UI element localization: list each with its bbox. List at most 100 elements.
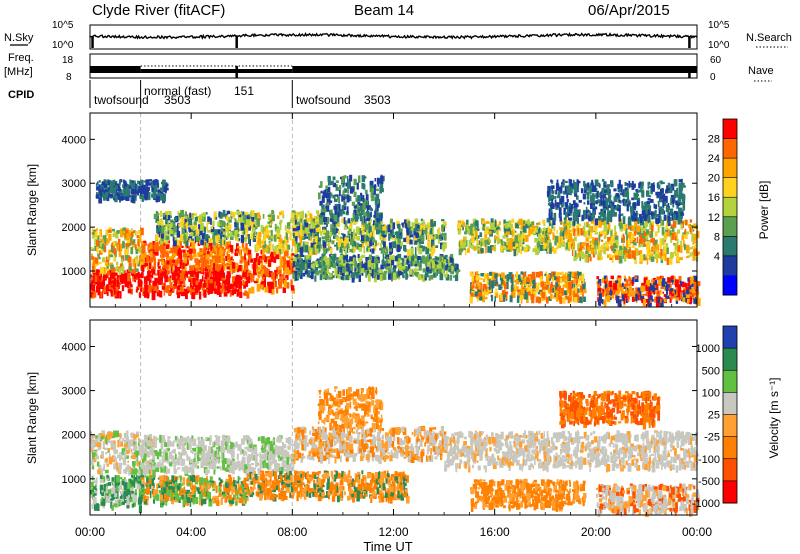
power-cell — [590, 247, 595, 255]
power-cell — [522, 230, 526, 239]
power-cell — [653, 285, 656, 292]
power-cell — [379, 232, 382, 240]
power-cell — [161, 236, 164, 241]
power-cell — [267, 256, 271, 259]
power-cell — [415, 265, 417, 268]
power-cell — [337, 264, 342, 268]
power-cell — [279, 223, 282, 230]
power-cell — [245, 233, 249, 240]
power-cell — [244, 228, 247, 234]
power-cell — [628, 244, 630, 249]
power-cell — [425, 263, 429, 268]
power-cell — [177, 231, 181, 238]
power-cell — [346, 254, 349, 263]
power-cell — [197, 236, 201, 241]
power-cell — [691, 289, 696, 294]
power-cell — [597, 254, 601, 261]
power-cell — [413, 270, 416, 275]
power-cell — [483, 273, 487, 279]
power-cell — [642, 299, 646, 307]
power-cell — [516, 286, 519, 291]
power-cell — [357, 263, 360, 269]
power-cell — [441, 219, 445, 222]
power-cell — [568, 282, 572, 290]
power-cell — [372, 244, 377, 251]
power-cell — [157, 229, 161, 237]
power-cell — [314, 275, 317, 282]
power-cell — [582, 281, 586, 290]
power-cell — [598, 284, 601, 292]
power-cell — [464, 231, 467, 235]
power-cell — [600, 191, 603, 199]
power-cell — [279, 238, 283, 247]
power-cell — [334, 267, 338, 276]
power-cell — [385, 263, 388, 270]
power-cell — [166, 228, 171, 231]
power-cell — [181, 285, 184, 291]
power-cell — [318, 227, 321, 233]
power-cell — [337, 258, 341, 264]
power-cell — [574, 236, 577, 242]
power-cell — [289, 220, 292, 223]
power-cell — [253, 222, 255, 226]
power-cell — [686, 244, 690, 253]
power-cell — [670, 252, 674, 259]
power-cell — [322, 267, 327, 274]
power-cell — [683, 232, 688, 239]
power-cell — [244, 237, 247, 243]
power-cell — [441, 233, 446, 236]
power-cell — [425, 228, 428, 236]
power-cell — [347, 266, 352, 272]
power-cell — [548, 242, 552, 249]
power-cell — [261, 274, 266, 277]
power-cell — [304, 222, 309, 228]
power-cell — [520, 248, 523, 255]
power-cell — [221, 252, 226, 256]
power-cell — [119, 274, 122, 279]
power-cell — [439, 233, 442, 240]
power-cell — [484, 228, 489, 235]
power-cell — [660, 289, 662, 295]
power-cell — [226, 262, 229, 266]
power-cell — [666, 284, 670, 288]
power-cell — [353, 191, 357, 198]
power-cell — [221, 246, 225, 250]
power-cell — [90, 286, 95, 290]
power-cell — [559, 272, 562, 275]
power-cell — [614, 235, 619, 244]
power-cell — [544, 282, 546, 287]
power-cell — [414, 254, 418, 261]
power-cell — [648, 286, 653, 291]
power-cell — [343, 269, 346, 273]
power-cell — [523, 220, 526, 225]
power-cell — [567, 223, 571, 226]
power-cell — [315, 270, 320, 276]
power-cell — [398, 245, 402, 249]
power-cell — [115, 266, 119, 272]
power-cell — [212, 270, 216, 276]
power-cell — [286, 249, 289, 256]
power-cell — [432, 221, 436, 227]
power-cell — [352, 233, 356, 241]
power-cell — [516, 220, 519, 224]
power-cell — [346, 194, 350, 203]
power-cell — [530, 293, 535, 300]
power-cell — [460, 239, 463, 245]
power-cell — [348, 196, 352, 202]
power-cell — [299, 227, 303, 231]
power-cell — [211, 225, 213, 230]
power-cell — [508, 220, 512, 225]
power-cell — [689, 276, 694, 281]
power-cell — [650, 256, 655, 262]
cpid-segment-2-name: normal (fast) — [144, 84, 211, 98]
power-cell — [644, 231, 648, 236]
power-cell — [422, 245, 426, 250]
power-cell — [248, 288, 252, 294]
power-cell — [348, 228, 352, 232]
power-cell — [243, 251, 246, 254]
power-cell — [694, 244, 698, 248]
power-cell — [307, 254, 310, 259]
power-cell — [485, 285, 488, 292]
power-cell — [527, 287, 531, 292]
power-cell — [468, 240, 471, 245]
